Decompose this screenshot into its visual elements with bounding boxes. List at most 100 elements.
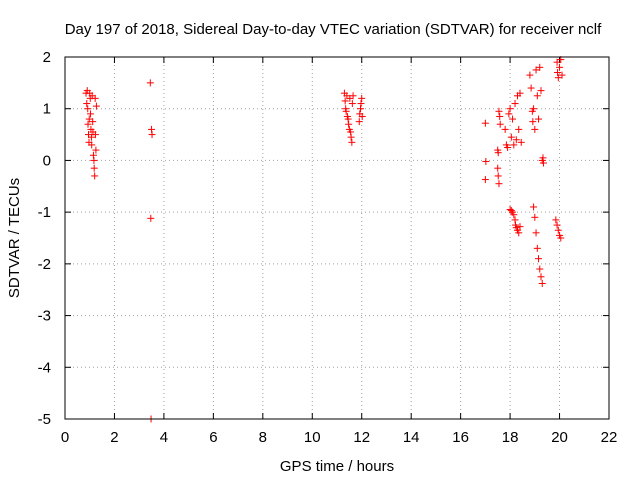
data-point	[87, 133, 95, 141]
data-point	[91, 94, 99, 102]
data-point	[533, 92, 541, 100]
data-point	[530, 105, 538, 113]
y-tick-label: 0	[43, 152, 51, 169]
x-tick-label: 4	[160, 429, 168, 446]
data-point	[516, 223, 524, 231]
data-point	[342, 107, 350, 115]
data-point	[507, 133, 515, 141]
data-point	[147, 214, 155, 222]
data-point	[556, 63, 564, 71]
data-point	[91, 131, 99, 139]
data-point	[357, 100, 365, 108]
data-point	[515, 229, 523, 237]
data-point	[86, 110, 94, 118]
data-point	[347, 133, 355, 141]
data-point	[501, 125, 509, 133]
x-tick-label: 10	[304, 429, 321, 446]
plot-frame	[64, 56, 610, 420]
data-point	[554, 69, 562, 77]
data-point	[495, 107, 503, 115]
x-tick-label: 14	[403, 429, 420, 446]
y-tick-label: 2	[43, 49, 51, 66]
data-point	[557, 234, 565, 242]
y-tick-label: -4	[38, 359, 51, 376]
data-point	[495, 180, 503, 188]
data-point	[494, 149, 502, 157]
data-point	[553, 221, 561, 229]
data-point	[482, 157, 490, 165]
x-tick-label: 0	[61, 429, 69, 446]
y-tick-label: -3	[38, 308, 51, 325]
data-point	[552, 216, 560, 224]
x-tick-label: 8	[259, 429, 267, 446]
data-point	[515, 125, 523, 133]
data-point	[505, 110, 513, 118]
data-point	[537, 273, 545, 281]
data-point	[539, 159, 547, 167]
data-point	[530, 203, 538, 211]
data-point	[537, 87, 545, 95]
data-point	[345, 120, 353, 128]
data-point	[481, 176, 489, 184]
y-tick-label: 1	[43, 101, 51, 118]
data-point	[516, 89, 524, 97]
data-point	[496, 112, 504, 120]
data-point	[92, 146, 100, 154]
data-point	[89, 118, 97, 126]
data-point	[92, 102, 100, 110]
data-point	[536, 63, 544, 71]
data-point	[517, 138, 525, 146]
data-point	[504, 144, 512, 151]
data-points	[82, 56, 566, 423]
data-point	[536, 265, 544, 273]
data-point	[494, 172, 502, 180]
data-point	[481, 119, 489, 127]
data-point	[554, 74, 562, 82]
data-point	[494, 164, 502, 172]
data-point	[91, 172, 99, 180]
x-axis-label: GPS time / hours	[280, 458, 394, 475]
data-point	[535, 255, 543, 263]
data-point	[511, 100, 519, 108]
x-tick-label: 16	[452, 429, 469, 446]
y-tick-label: -1	[38, 204, 51, 221]
x-tick-label: 22	[601, 429, 618, 446]
data-point	[355, 118, 363, 126]
data-point	[532, 66, 540, 74]
data-point	[84, 105, 92, 113]
data-point	[88, 141, 96, 149]
grid-lines	[65, 57, 609, 419]
data-point	[348, 138, 356, 146]
data-point	[358, 94, 366, 102]
data-point	[510, 211, 518, 219]
data-point	[554, 226, 562, 234]
data-point	[553, 58, 561, 66]
data-point	[83, 100, 91, 108]
y-tick-labels: -5 -4 -3 -2 -1 0 1 2	[38, 49, 51, 428]
data-point	[538, 280, 546, 288]
data-point	[531, 213, 539, 221]
x-tick-labels: 0 2 4 6 8 10 12 14 16 18 20 22	[61, 429, 618, 446]
x-tick-label: 6	[209, 429, 217, 446]
data-point	[526, 71, 534, 79]
data-point	[84, 120, 92, 128]
data-point	[558, 71, 566, 79]
data-point	[529, 118, 537, 126]
data-point	[90, 164, 98, 172]
data-point	[533, 244, 541, 252]
data-point	[90, 156, 98, 164]
data-point	[358, 112, 366, 120]
data-point	[532, 229, 540, 237]
y-axis-label: SDTVAR / TECUs	[6, 178, 23, 298]
data-point	[531, 125, 539, 133]
data-point	[527, 84, 535, 92]
chart-title: Day 197 of 2018, Sidereal Day-to-day VTE…	[65, 21, 602, 38]
data-point	[507, 207, 515, 215]
x-tick-label: 12	[353, 429, 370, 446]
data-point	[496, 120, 504, 128]
x-tick-label: 20	[551, 429, 568, 446]
data-point	[349, 92, 357, 100]
data-point	[341, 97, 349, 105]
data-point	[146, 79, 154, 87]
